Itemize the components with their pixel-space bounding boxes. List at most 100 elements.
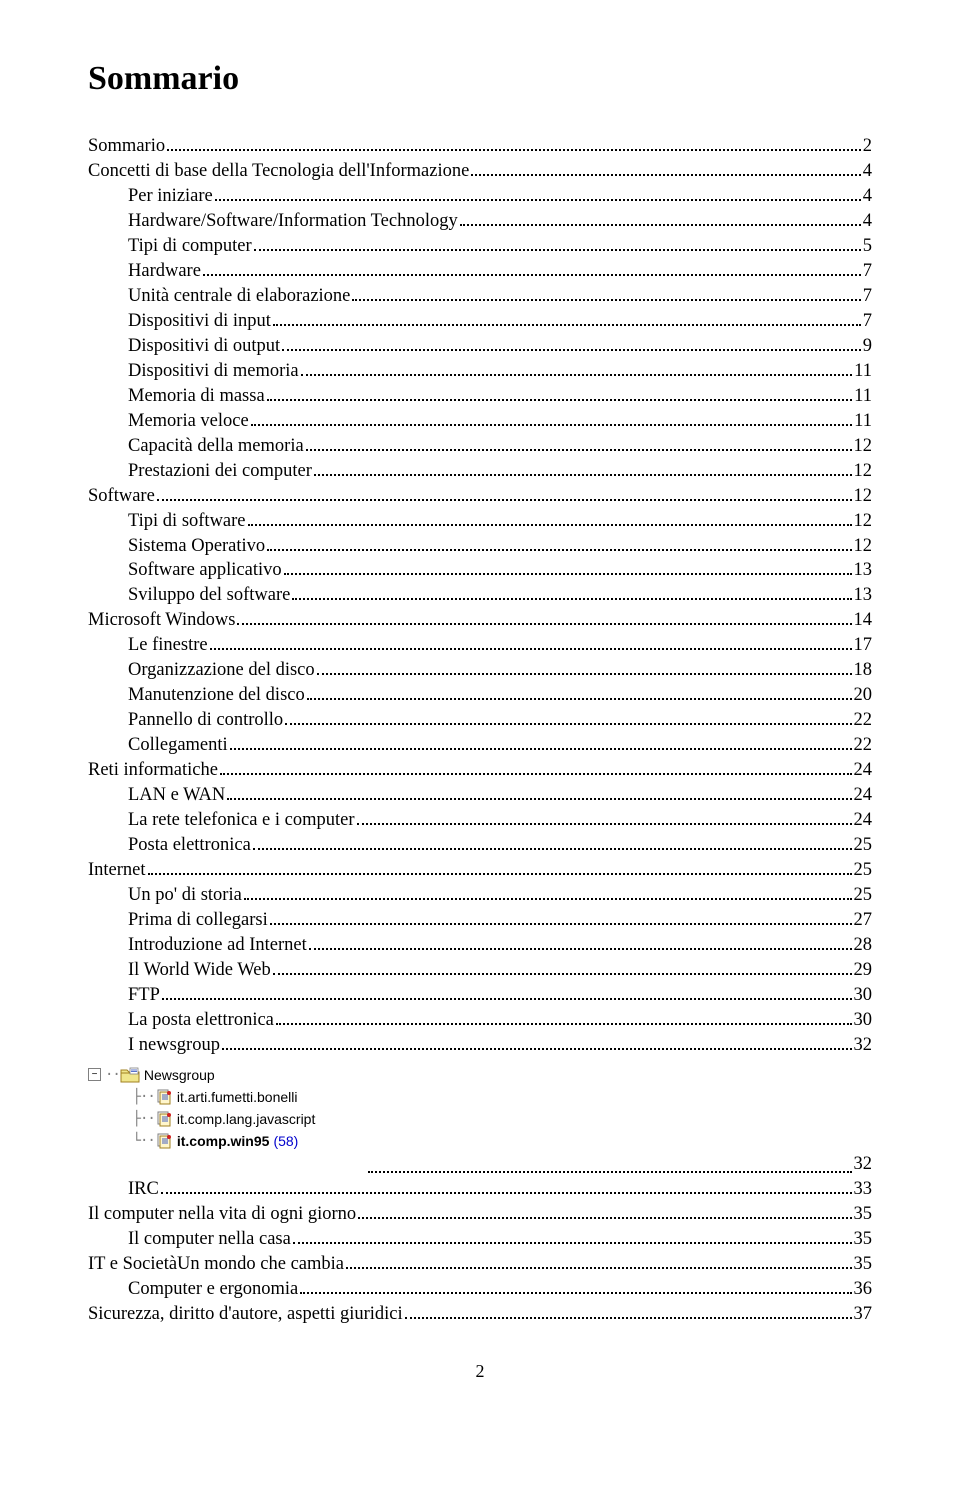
toc-page-number: 35 [854, 1252, 873, 1277]
toc-label: Per iniziare [128, 184, 213, 209]
toc-entry: Dispositivi di input7 [128, 309, 872, 334]
toc-leader-dots [167, 149, 861, 151]
toc-page-number: 17 [854, 633, 873, 658]
toc-leader-dots [210, 648, 852, 650]
toc-page-number: 4 [863, 184, 872, 209]
toc-entry: Hardware/Software/Information Technology… [128, 209, 872, 234]
toc-label: Concetti di base della Tecnologia dell'I… [88, 159, 469, 184]
toc-label: Organizzazione del disco [128, 658, 315, 683]
toc-entry: Dispositivi di output9 [128, 334, 872, 359]
toc-leader-dots [282, 349, 861, 351]
toc-entry: Software12 [88, 484, 872, 509]
newsgroup-tree: − ·· Newsgroup ├··it.arti.fumetti.bonell… [88, 1058, 872, 1152]
toc-page-number: 13 [854, 583, 873, 608]
toc-page-number: 32 [854, 1033, 873, 1058]
tree-connector: └·· [88, 1133, 155, 1149]
toc-label: Tipi di software [128, 509, 246, 534]
toc-entry: Prima di collegarsi 27 [128, 908, 872, 933]
toc-entry: Tipi di computer5 [128, 234, 872, 259]
toc-label: Manutenzione del disco [128, 683, 305, 708]
toc-page-number: 37 [854, 1302, 873, 1327]
toc-entry: Capacità della memoria12 [128, 434, 872, 459]
toc-page-number: 33 [854, 1177, 873, 1202]
toc-label: Un po' di storia [128, 883, 242, 908]
toc-label: Microsoft Windows [88, 608, 235, 633]
toc-label: Memoria di massa [128, 384, 265, 409]
toc-page-number: 2 [863, 134, 872, 159]
tree-item-count: (58) [273, 1133, 298, 1149]
toc-entry: Le finestre17 [128, 633, 872, 658]
toc-leader-dots [251, 424, 852, 426]
toc-entry: Internet25 [88, 858, 872, 883]
toc-entry: Sistema Operativo12 [128, 534, 872, 559]
toc-entry: Un po' di storia 25 [128, 883, 872, 908]
toc-leader-dots [237, 623, 851, 625]
tree-item-label: it.comp.win95 [177, 1133, 270, 1149]
toc-leader-dots [301, 374, 853, 376]
toc-label: Sistema Operativo [128, 534, 265, 559]
toc-entry: I newsgroup32 [128, 1033, 872, 1058]
toc-entry: Unità centrale di elaborazione7 [128, 284, 872, 309]
toc-entry: Memoria veloce 11 [128, 409, 872, 434]
toc-entry: Sviluppo del software13 [128, 583, 872, 608]
toc-leader-dots [357, 823, 852, 825]
toc-label: La posta elettronica [128, 1008, 274, 1033]
newsgroup-doc-icon [155, 1110, 173, 1128]
tree-item-label: it.arti.fumetti.bonelli [177, 1089, 298, 1105]
toc-label: Dispositivi di input [128, 309, 271, 334]
toc-label: Sicurezza, diritto d'autore, aspetti giu… [88, 1302, 403, 1327]
toc-label: Unità centrale di elaborazione [128, 284, 350, 309]
toc-entry: La rete telefonica e i computer24 [128, 808, 872, 833]
tree-root-label: Newsgroup [144, 1067, 215, 1083]
toc-page-number: 11 [854, 409, 872, 434]
toc-page-number: 12 [854, 434, 873, 459]
toc-leader-dots [253, 848, 852, 850]
toc-leader-dots [346, 1267, 851, 1269]
toc-leader-dots [284, 573, 852, 575]
toc-leader-dots [314, 474, 852, 476]
toc-leader-dots [148, 873, 852, 875]
document-page: Sommario Sommario2Concetti di base della… [0, 0, 960, 1422]
toc-label: Introduzione ad Internet [128, 933, 307, 958]
toc-leader-dots [300, 1292, 851, 1294]
toc-leader-dots [220, 773, 852, 775]
toc-label: LAN e WAN [128, 783, 225, 808]
toc-page-number: 22 [854, 708, 873, 733]
toc-entry: Il World Wide Web29 [128, 958, 872, 983]
toc-entry: Concetti di base della Tecnologia dell'I… [88, 159, 872, 184]
toc-label: Memoria veloce [128, 409, 249, 434]
toc-entry: IT e SocietàUn mondo che cambia35 [88, 1252, 872, 1277]
toc-page-number: 29 [854, 958, 873, 983]
toc-label: Software [88, 484, 155, 509]
toc-entry: Prestazioni dei computer12 [128, 459, 872, 484]
toc-entry: Microsoft Windows 14 [88, 608, 872, 633]
toc-leader-dots [254, 249, 861, 251]
tree-root: − ·· Newsgroup [88, 1064, 872, 1086]
toc-page-number: 27 [854, 908, 873, 933]
toc-leader-dots [317, 673, 852, 675]
toc-page-number: 12 [854, 459, 873, 484]
toc-entry: Reti informatiche 24 [88, 758, 872, 783]
toc-leader-dots [307, 698, 852, 700]
toc-label: Prima di collegarsi [128, 908, 268, 933]
toc-page-number: 7 [863, 259, 872, 284]
toc-page-number: 24 [854, 758, 873, 783]
toc-leader-dots [222, 1048, 852, 1050]
toc-label: Reti informatiche [88, 758, 218, 783]
toc-leader-dots [306, 449, 852, 451]
toc-page-number: 25 [854, 883, 873, 908]
toc-leader-dots [248, 524, 852, 526]
toc-page-number: 14 [854, 608, 873, 633]
toc-page-number: 32 [854, 1152, 873, 1177]
toc-label: Internet [88, 858, 146, 883]
toc-entry: Memoria di massa11 [128, 384, 872, 409]
newsgroup-doc-icon [155, 1132, 173, 1150]
toc-label: Posta elettronica [128, 833, 251, 858]
toc-leader-dots [244, 898, 852, 900]
tree-item: └·· it.comp.win95(58) [88, 1130, 872, 1152]
toc-label: Collegamenti [128, 733, 228, 758]
toc-entry: Introduzione ad Internet28 [128, 933, 872, 958]
toc-leader-dots [273, 973, 852, 975]
toc-entry: Manutenzione del disco20 [128, 683, 872, 708]
toc-label: Hardware/Software/Information Technology [128, 209, 458, 234]
